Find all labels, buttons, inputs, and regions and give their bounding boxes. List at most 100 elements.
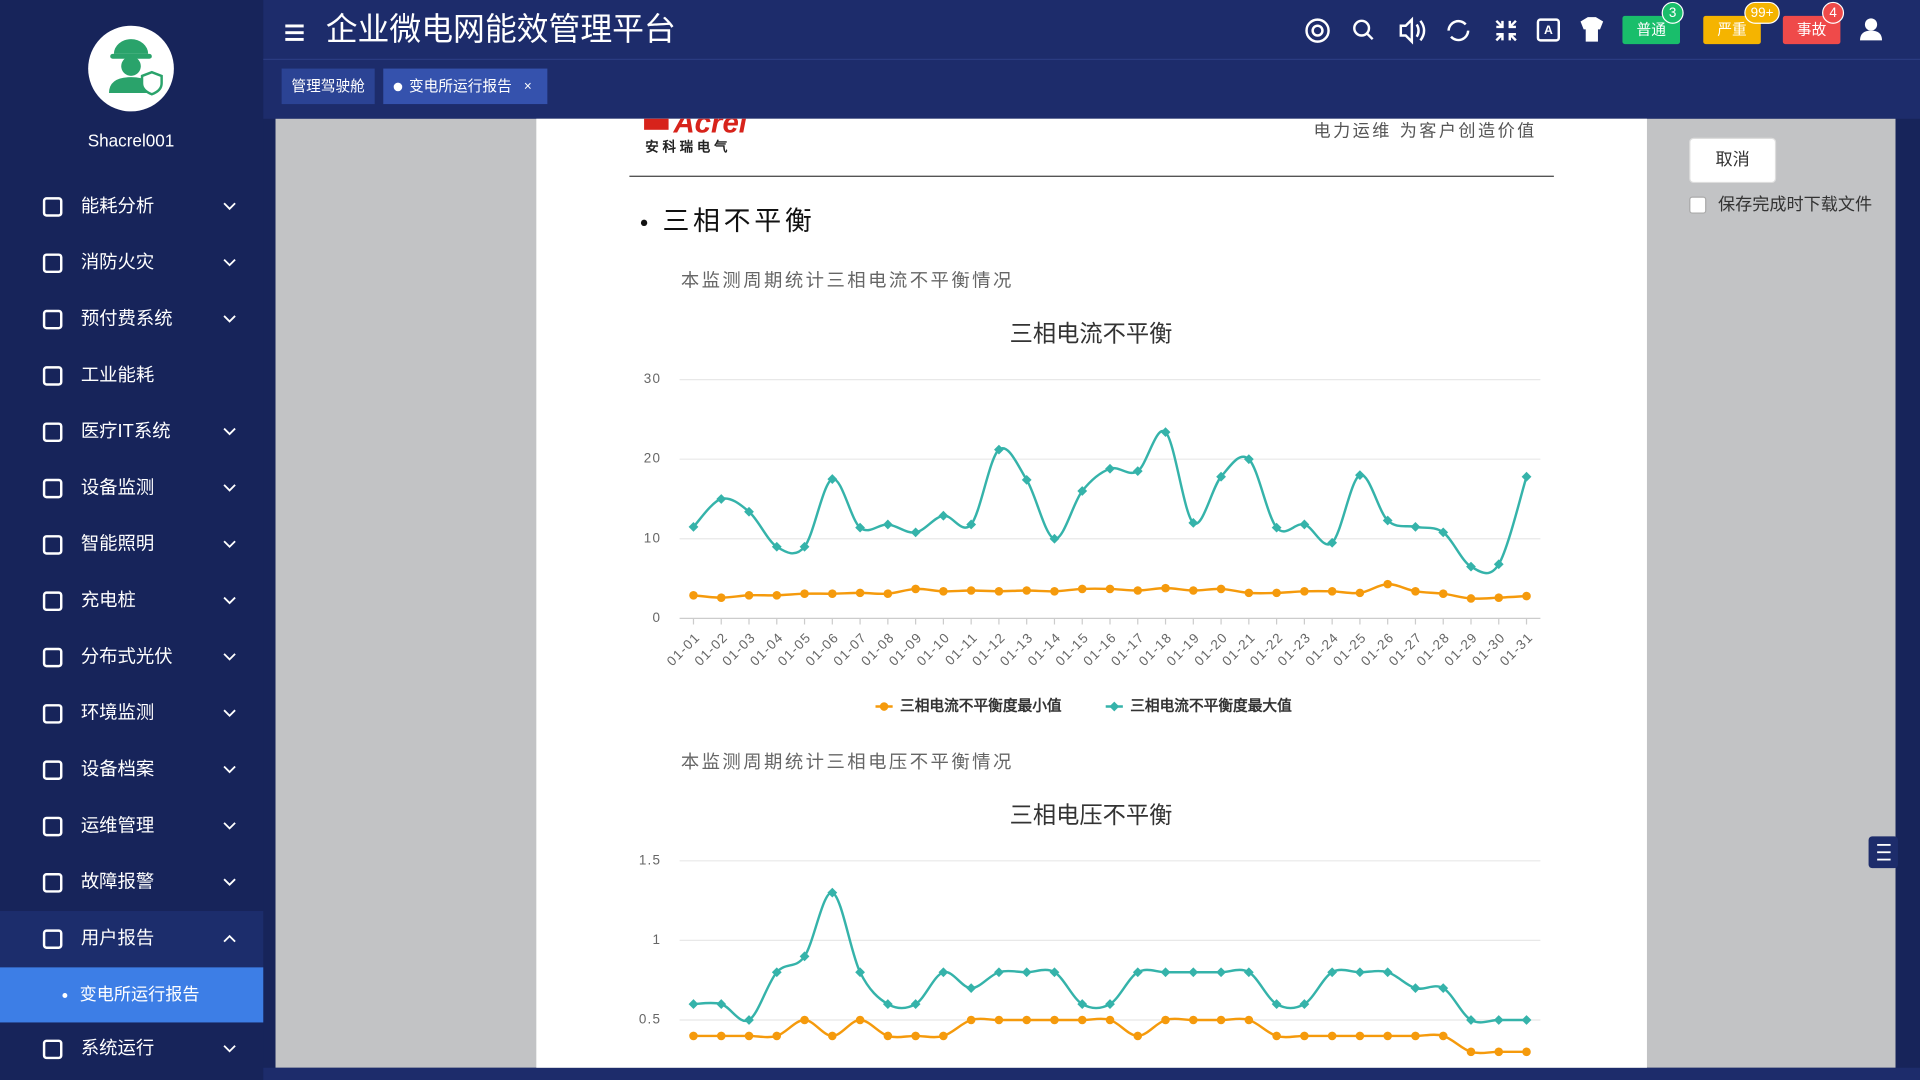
- point: [1272, 588, 1281, 598]
- menu-label[interactable]: 设备档案: [81, 758, 154, 779]
- point: [1188, 967, 1199, 978]
- point: [1077, 486, 1088, 496]
- menu-label[interactable]: 充电桩: [81, 589, 136, 610]
- point: [883, 589, 893, 598]
- menu-label[interactable]: 工业能耗: [81, 364, 154, 385]
- point: [1327, 1031, 1337, 1041]
- point: [800, 589, 809, 598]
- point: [966, 519, 977, 530]
- point: [1189, 1015, 1198, 1025]
- header-divider: [263, 58, 1920, 60]
- chevron: [223, 822, 236, 830]
- point: [1383, 579, 1392, 589]
- count-pill: [1822, 1, 1845, 24]
- menu-label[interactable]: 医疗IT系统: [81, 420, 171, 441]
- chevron: [223, 765, 236, 774]
- point: [1271, 999, 1282, 1009]
- point: [1272, 1031, 1281, 1041]
- menu-icon: [42, 197, 63, 217]
- menu-label[interactable]: 预付费系统: [81, 307, 173, 328]
- menu-label[interactable]: 用户报告: [81, 927, 154, 948]
- alarm-badge[interactable]: [1703, 15, 1761, 45]
- fullscreen-icon[interactable]: [1495, 19, 1517, 42]
- point: [1438, 983, 1449, 994]
- slogan: 电力运维 为客户创造价值: [1314, 122, 1537, 142]
- point: [966, 983, 977, 994]
- menu-icon: [42, 478, 63, 499]
- menu-label[interactable]: 分布式光伏: [81, 645, 173, 666]
- app-title: 企业微电网能效管理平台: [326, 11, 676, 47]
- tab[interactable]: [281, 68, 375, 105]
- point: [1466, 594, 1476, 603]
- point: [744, 506, 754, 517]
- menu-label[interactable]: 运维管理: [81, 814, 154, 835]
- chevron: [223, 709, 236, 718]
- user-icon[interactable]: [1860, 18, 1883, 41]
- submenu-active[interactable]: [0, 967, 264, 1023]
- alarm-badge[interactable]: [1782, 15, 1841, 45]
- report-page: [536, 118, 1647, 1068]
- translate-icon[interactable]: [1536, 18, 1561, 42]
- point: [1077, 584, 1087, 594]
- alarm-badge[interactable]: [1622, 15, 1680, 45]
- theme-icon[interactable]: [1580, 17, 1604, 42]
- cancel-button[interactable]: [1689, 137, 1777, 184]
- menu-label[interactable]: 能耗分析: [81, 195, 154, 216]
- y-tick-label: 10: [644, 530, 661, 545]
- point: [1438, 589, 1448, 598]
- section-desc: 本监测周期统计三相电流不平衡情况: [681, 271, 1014, 292]
- point: [799, 541, 810, 552]
- menu-label[interactable]: 设备监测: [81, 476, 154, 497]
- point: [1355, 588, 1365, 598]
- menu-label[interactable]: 故障报警: [81, 871, 154, 892]
- menu-icon: [42, 816, 63, 837]
- username: Shacrel001: [88, 131, 175, 151]
- menu-label[interactable]: 消防火灾: [81, 251, 154, 272]
- point: [1494, 1047, 1504, 1057]
- point: [994, 587, 1004, 596]
- point: [883, 1031, 893, 1041]
- point: [1022, 1015, 1031, 1025]
- tab-close[interactable]: ×: [524, 79, 532, 94]
- menu-icon: [42, 535, 63, 555]
- menu-label[interactable]: 智能照明: [81, 533, 154, 554]
- refresh-icon[interactable]: [1447, 19, 1470, 42]
- point: [966, 1015, 976, 1025]
- menu-label[interactable]: 环境监测: [81, 702, 154, 723]
- section-title: 三相不平衡: [662, 206, 815, 237]
- point: [911, 1031, 920, 1041]
- point: [1132, 967, 1143, 978]
- support-icon[interactable]: [1305, 18, 1330, 43]
- point: [1355, 470, 1365, 480]
- point: [994, 444, 1004, 455]
- sound-icon[interactable]: [1399, 16, 1426, 45]
- point: [1382, 515, 1393, 526]
- point: [716, 1031, 726, 1041]
- point: [1299, 519, 1310, 530]
- menu-icon: [42, 873, 63, 893]
- point: [1133, 586, 1143, 595]
- y-tick-label: 0: [653, 610, 662, 625]
- alarm-label: 事故: [1797, 21, 1827, 38]
- save-checkbox[interactable]: [1689, 196, 1707, 214]
- search-icon[interactable]: [1353, 19, 1374, 41]
- settings-icon: [1877, 843, 1891, 861]
- count-text: 99+: [1751, 5, 1774, 20]
- point: [882, 999, 893, 1009]
- submenu-label[interactable]: 变电所运行报告: [80, 984, 200, 1004]
- point: [1466, 1047, 1476, 1057]
- section-bullet: [640, 219, 648, 227]
- menu-icon: [42, 929, 63, 949]
- point: [716, 494, 727, 504]
- point: [1522, 591, 1531, 601]
- point: [910, 527, 921, 538]
- point: [1105, 1015, 1115, 1025]
- tab-active[interactable]: [383, 68, 548, 105]
- point: [1244, 1015, 1254, 1025]
- menu-toggle[interactable]: [285, 24, 304, 41]
- count-pill: [1744, 1, 1780, 24]
- menu-label[interactable]: 系统运行: [81, 1037, 154, 1058]
- point: [1243, 967, 1254, 978]
- chevron: [223, 484, 236, 492]
- point: [910, 999, 921, 1009]
